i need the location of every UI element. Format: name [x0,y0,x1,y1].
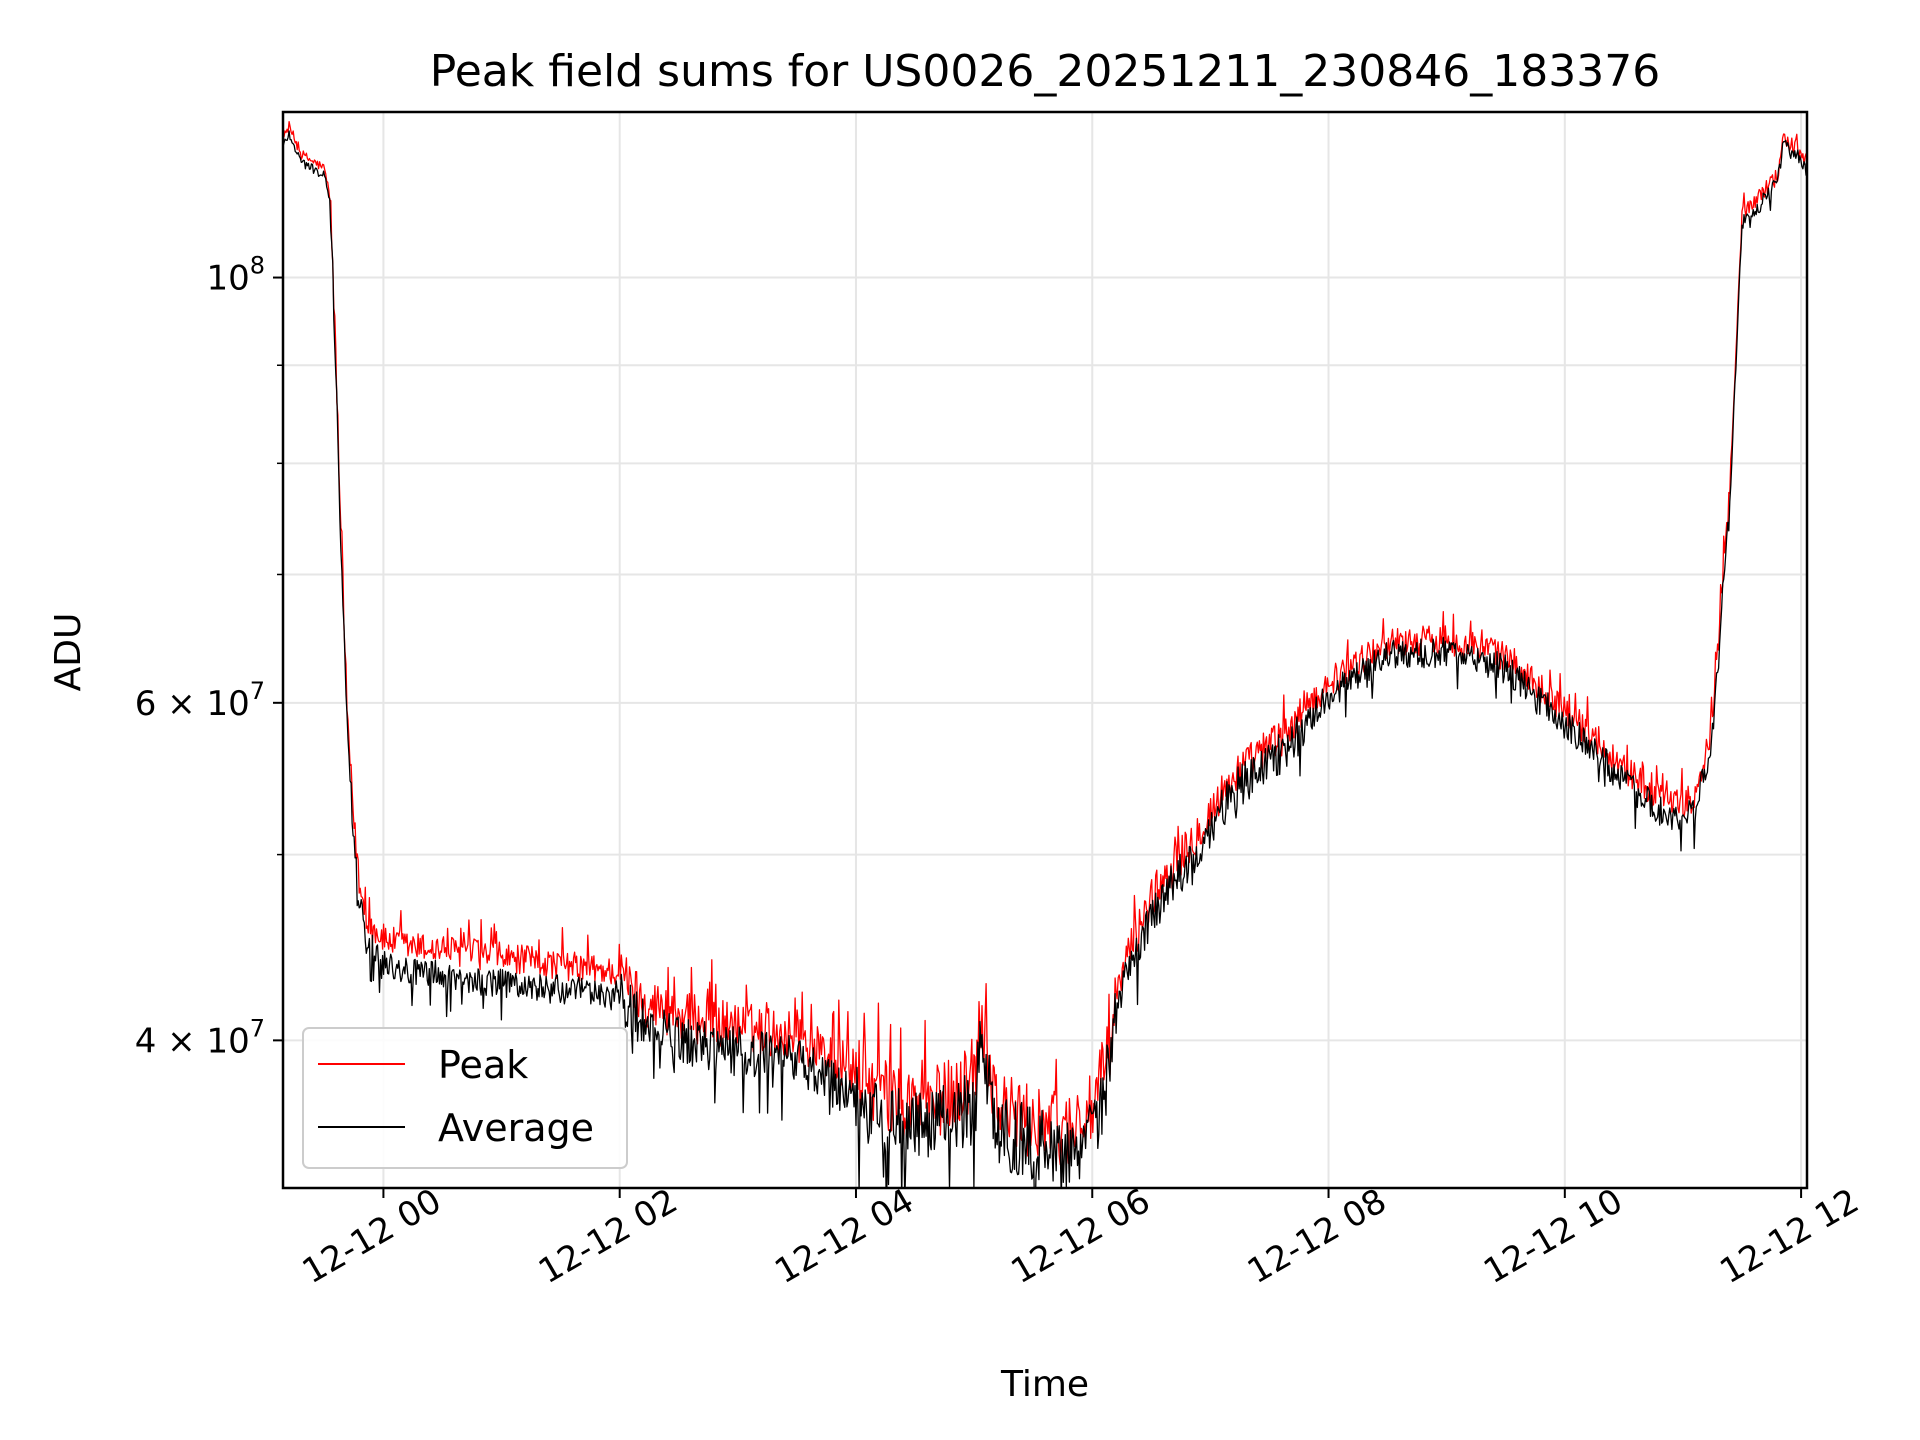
y-tick-base: 10 [206,259,249,299]
legend: Peak Average [302,1027,628,1169]
legend-average-label: Average [438,1106,594,1150]
series-peak-line [283,120,1807,1166]
y-tick-exponent: 7 [250,677,265,705]
series-average-line [283,130,1807,1188]
y-tick-exponent: 7 [250,1014,265,1042]
y-tick-exponent: 8 [250,252,265,280]
y-tick-base: 10 [206,1021,249,1061]
y-tick-label: 6 × 107 [135,677,265,724]
legend-peak-label: Peak [438,1043,528,1087]
chart-title: Peak field sums for US0026_20251211_2308… [430,46,1660,97]
x-axis-label: Time [1000,1364,1089,1405]
y-tick-label: 4 × 107 [135,1014,265,1061]
series-layer [283,120,1807,1188]
y-tick-base: 10 [206,684,249,724]
y-tick-label: 108 [206,252,265,299]
y-tick-mantissa: 6 × [135,684,207,724]
plot-frame [281,110,1809,1190]
y-axis-label: ADU [48,613,89,692]
y-tick-mantissa: 4 × [135,1021,207,1061]
grid [283,112,1807,1188]
